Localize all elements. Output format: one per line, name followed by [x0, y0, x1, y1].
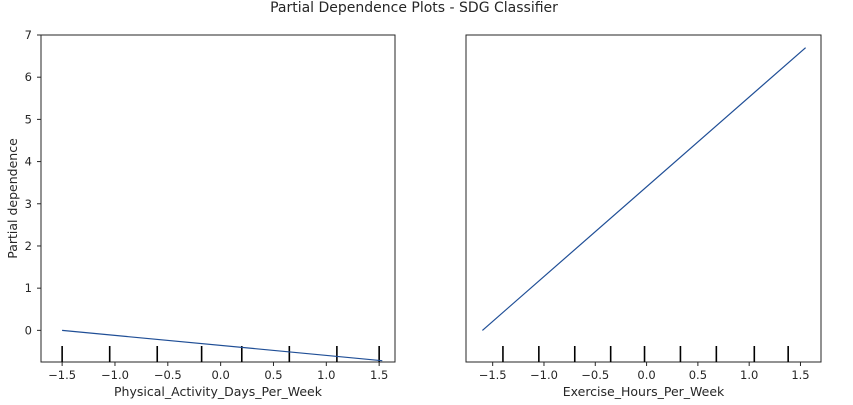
x-tick-label: −1.0	[530, 368, 558, 382]
y-tick-label: 1	[25, 281, 32, 295]
y-tick-label: 7	[25, 28, 32, 42]
y-tick-label: 0	[25, 323, 32, 337]
y-tick-label: 4	[25, 155, 32, 169]
y-tick-label: 2	[25, 239, 32, 253]
x-tick-label: 1.5	[791, 368, 809, 382]
x-tick-label: −0.5	[581, 368, 609, 382]
y-tick-label: 3	[25, 197, 32, 211]
axes-frame	[40, 34, 396, 363]
partial-dependence-line	[482, 47, 806, 331]
x-tick-label: 1.5	[370, 368, 388, 382]
axes-frame	[465, 34, 822, 363]
y-axis-label: Partial dependence	[5, 138, 20, 259]
subplot-exercise-hours: −1.5 −1.0 −0.5 0.0 0.5 1.0 1.5 Exercise_Hours_P…	[465, 34, 822, 399]
y-tick-label: 6	[25, 70, 32, 84]
figure-title: Partial Dependence Plots - SDG Classifie…	[270, 0, 558, 16]
x-tick-label: 0.5	[264, 368, 282, 382]
x-tick-label: −0.5	[154, 368, 182, 382]
x-axis-label: Exercise_Hours_Per_Week	[563, 384, 725, 399]
x-tick-label: 1.0	[317, 368, 335, 382]
x-tick-label: 0.5	[689, 368, 707, 382]
y-tick-label: 5	[25, 112, 32, 126]
partial-dependence-line	[62, 329, 383, 362]
x-tick-label: 0.0	[637, 368, 655, 382]
x-axis-label: Physical_Activity_Days_Per_Week	[114, 384, 323, 399]
x-tick-label: 1.0	[740, 368, 758, 382]
x-tick-label: −1.5	[479, 368, 507, 382]
x-tick-label: 0.0	[211, 368, 229, 382]
x-tick-label: −1.0	[101, 368, 129, 382]
x-tick-label: −1.5	[48, 368, 76, 382]
subplot-physical-activity: −1.5 −1.0 −0.5 0.0 0.5 1.0 1.5 0 1 2 3 4 5 6 7 Physical…	[5, 28, 396, 399]
